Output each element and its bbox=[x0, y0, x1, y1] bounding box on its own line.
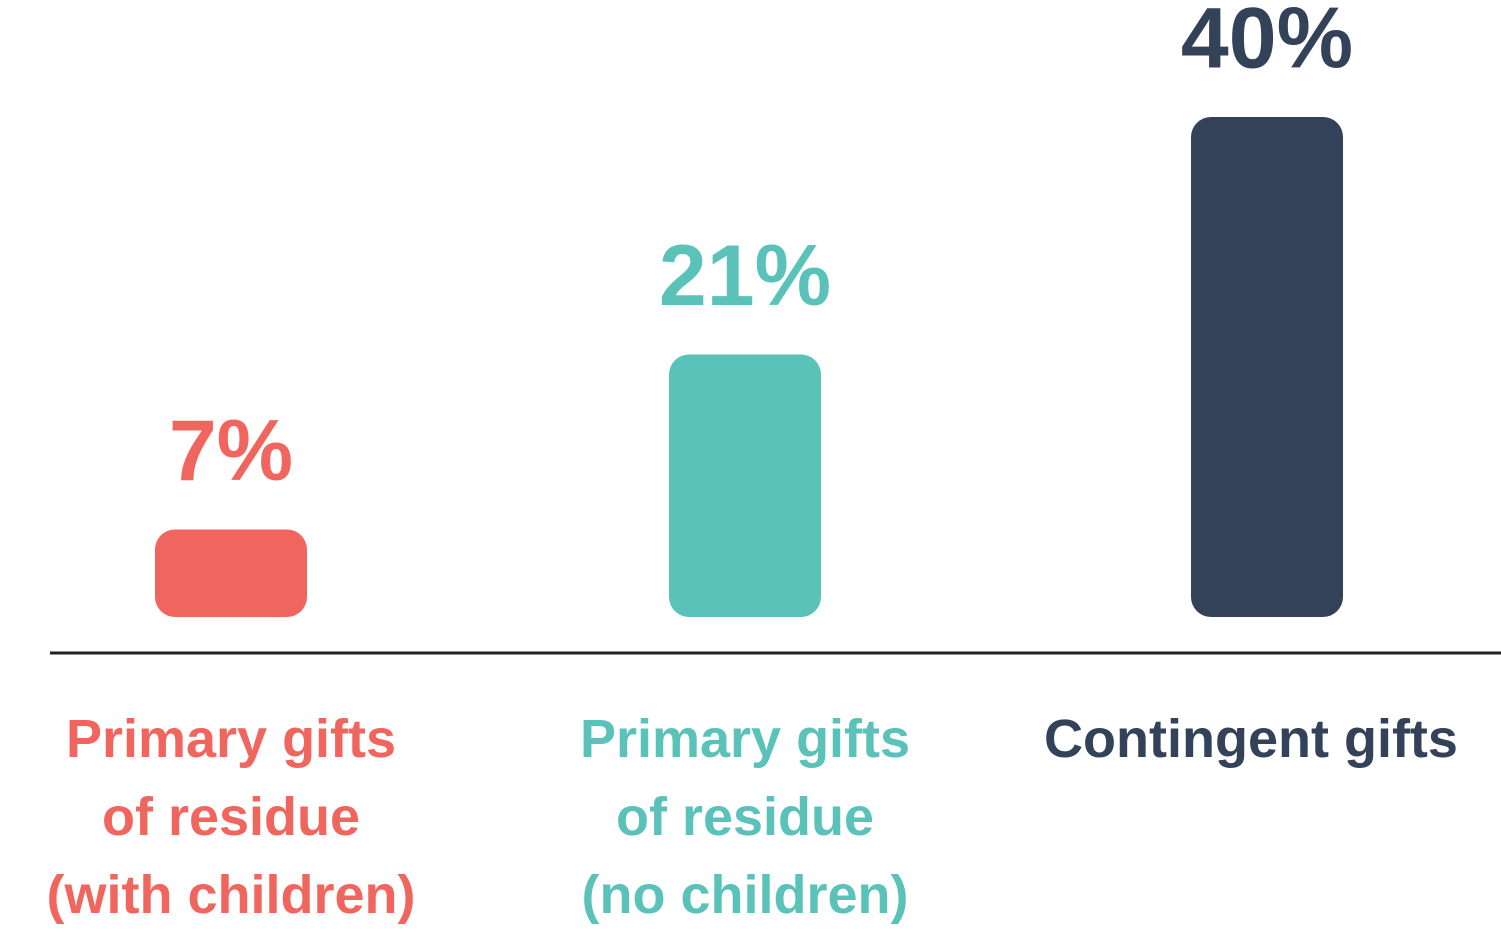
category-label: Contingent gifts bbox=[1044, 709, 1458, 769]
bar bbox=[155, 529, 307, 617]
value-label: 40% bbox=[1181, 0, 1353, 87]
value-label: 21% bbox=[659, 228, 831, 324]
bar bbox=[669, 354, 821, 617]
category-label: Primary gifts of residue (with children) bbox=[46, 709, 416, 925]
value-label: 7% bbox=[169, 403, 293, 499]
category-label: Primary gifts of residue (no children) bbox=[579, 709, 911, 925]
bar bbox=[1191, 117, 1343, 617]
